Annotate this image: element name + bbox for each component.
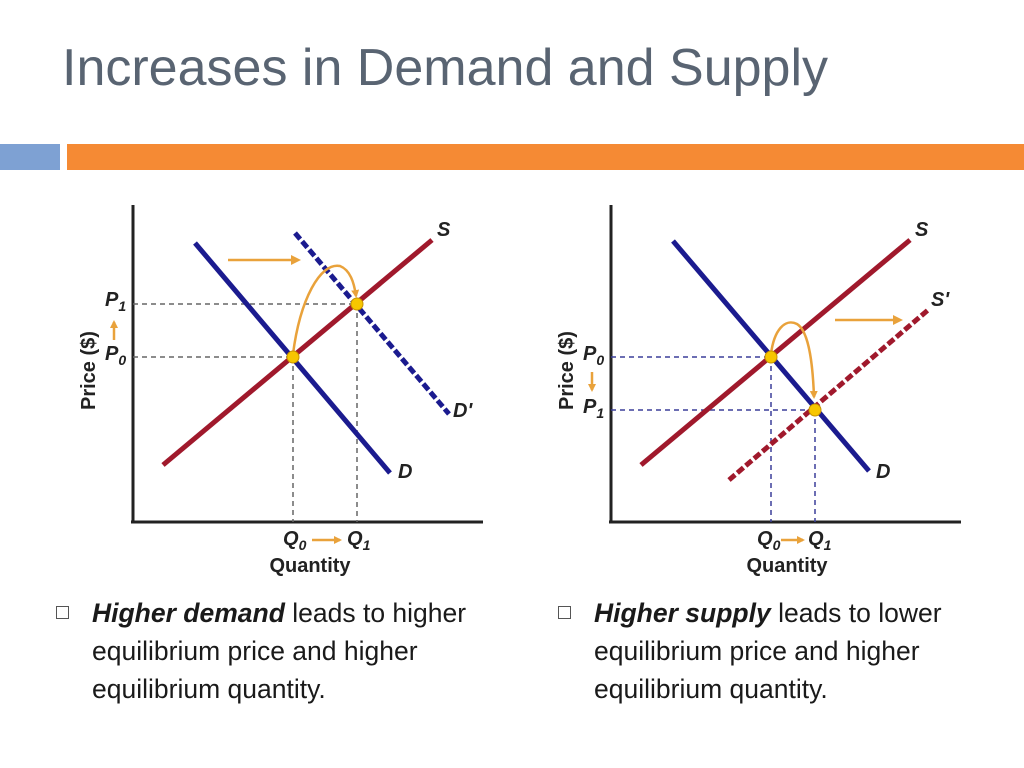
equilibrium-move-arrow	[291, 264, 360, 355]
equilibrium-point-initial	[286, 350, 300, 364]
quantity-label-left: Q0	[757, 528, 781, 553]
bullet-marker	[56, 606, 69, 619]
equilibrium-point-initial	[764, 350, 778, 364]
equilibrium-point-new	[808, 403, 822, 417]
price-label-top: P0	[583, 343, 604, 368]
title-accent-bar-blue	[0, 144, 60, 170]
quantity-label-right: Q1	[347, 528, 371, 553]
quantity-label-left: Q0	[283, 528, 307, 553]
equilibrium-move-arrow	[769, 321, 818, 399]
demand-increase-diagram: S D D' P1 P0 Price ($) Q0 Q1 Quantity	[78, 205, 483, 577]
x-axis-label: Quantity	[746, 555, 828, 577]
bullet-line1: leads to higher	[284, 598, 467, 628]
bullet-line2: equilibrium price and higher	[594, 636, 920, 666]
bullet-bold: Higher supply	[594, 598, 771, 628]
y-axis-label: Price ($)	[78, 331, 100, 410]
bullet-text: Higher demand leads to higher equilibriu…	[92, 594, 466, 708]
quantity-label-right: Q1	[808, 528, 832, 553]
equilibrium-point-new	[350, 297, 364, 311]
shifted-supply-label: S'	[931, 289, 950, 311]
price-label-bottom: P1	[583, 396, 604, 421]
x-axis-label: Quantity	[269, 555, 351, 577]
demand-label: D	[876, 461, 890, 483]
guide-lines	[133, 303, 358, 522]
bullet-text: Higher supply leads to lower equilibrium…	[594, 594, 942, 708]
supply-label: S	[437, 219, 451, 241]
supply-increase-diagram: S S' D P0 P1 Price ($) Q0 Q1 Quantity	[556, 205, 961, 577]
price-label-top: P1	[105, 289, 126, 314]
bullet-line1: leads to lower	[770, 598, 942, 628]
slide-title: Increases in Demand and Supply	[62, 39, 829, 97]
shifted-supply-curve	[727, 308, 930, 482]
price-label-bottom: P0	[105, 343, 126, 368]
y-axis-label: Price ($)	[556, 331, 578, 410]
shifted-demand-curve	[293, 231, 451, 416]
bullet-line3: equilibrium quantity.	[92, 674, 326, 704]
bullet-bold: Higher demand	[92, 598, 285, 628]
guide-lines	[611, 356, 816, 522]
demand-label: D	[398, 461, 412, 483]
shifted-demand-label: D'	[453, 400, 473, 422]
bullet-line2: equilibrium price and higher	[92, 636, 418, 666]
bullet-marker	[558, 606, 571, 619]
title-accent-bar-orange	[67, 144, 1024, 170]
supply-label: S	[915, 219, 929, 241]
bullet-line3: equilibrium quantity.	[594, 674, 828, 704]
